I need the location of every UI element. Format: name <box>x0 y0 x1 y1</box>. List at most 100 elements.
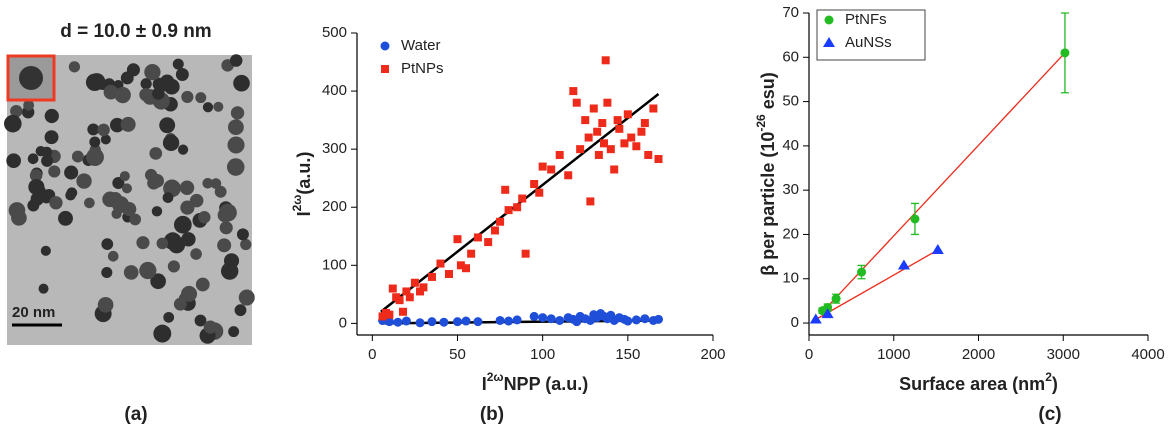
particle <box>126 63 140 77</box>
y-tick-label: 20 <box>782 225 799 242</box>
y-tick-label: 400 <box>322 82 347 99</box>
data-point <box>415 318 425 328</box>
particle <box>86 148 104 167</box>
x-tick-label: 200 <box>700 346 725 363</box>
particle <box>103 84 119 100</box>
particle <box>233 74 250 92</box>
particle <box>227 136 245 154</box>
data-point <box>584 133 593 142</box>
inset-particle <box>19 66 43 90</box>
fit-line <box>380 92 660 313</box>
particle <box>228 326 240 338</box>
legend-label: Water <box>401 37 440 54</box>
data-point <box>439 317 449 327</box>
particle <box>68 61 81 73</box>
particle <box>151 206 163 217</box>
axis-title: Surface area (nm2) <box>899 370 1058 394</box>
particle <box>198 211 211 224</box>
data-point <box>436 259 445 268</box>
particle <box>144 63 161 81</box>
data-point <box>606 145 615 154</box>
data-point <box>538 162 547 171</box>
particle <box>58 210 73 226</box>
particle <box>87 123 100 136</box>
data-point <box>461 316 471 326</box>
particle <box>152 87 165 100</box>
particle <box>64 165 79 180</box>
data-point <box>649 104 658 113</box>
particle <box>27 199 40 212</box>
y-tick-label: 0 <box>791 314 799 331</box>
image-panel: d = 10.0 ± 0.9 nm 20 nm (a) <box>4 21 255 425</box>
particle <box>140 78 152 90</box>
data-point <box>897 259 910 270</box>
data-point <box>395 296 404 305</box>
particle <box>41 146 53 158</box>
data-point <box>640 119 649 128</box>
panel-label: (c) <box>1038 404 1061 425</box>
y-tick-label: 40 <box>782 137 799 154</box>
data-point <box>593 127 602 136</box>
data-point <box>615 124 624 133</box>
x-tick-label: 0 <box>805 346 813 363</box>
particle <box>71 150 84 163</box>
data-point <box>857 267 867 277</box>
data-point <box>620 139 629 148</box>
y-tick-label: 60 <box>782 48 799 65</box>
particle <box>226 158 245 176</box>
data-point <box>821 308 834 319</box>
particle <box>234 304 247 317</box>
panel-label: (b) <box>480 404 504 425</box>
data-point <box>501 185 510 194</box>
particle <box>229 54 243 67</box>
fit-line <box>815 249 939 321</box>
particle <box>175 68 189 81</box>
data-point <box>385 310 394 319</box>
particle <box>162 134 180 152</box>
data-point <box>1060 48 1070 58</box>
particle <box>219 221 233 235</box>
image-title: d = 10.0 ± 0.9 nm <box>60 21 211 42</box>
data-point <box>547 165 556 174</box>
axis-title-part: -26 <box>754 114 768 132</box>
data-point <box>473 317 483 327</box>
axis-title-part: esu) <box>758 72 778 114</box>
data-point <box>538 313 548 323</box>
data-point <box>427 272 436 281</box>
data-point <box>632 142 641 151</box>
x-tick-label: 1000 <box>877 346 910 363</box>
particle <box>101 266 113 279</box>
axis-title-part: 2 <box>1045 370 1052 384</box>
axis-title-part: NPP (a.u.) <box>504 374 589 394</box>
particle <box>100 134 111 145</box>
data-point <box>518 194 527 203</box>
y-tick-label: 100 <box>322 256 347 273</box>
particle <box>240 238 252 251</box>
data-point <box>380 41 390 51</box>
data-point <box>504 316 514 326</box>
x-tick-label: 0 <box>368 346 376 363</box>
data-point <box>598 119 607 128</box>
y-tick-label: 500 <box>322 24 347 41</box>
y-tick-label: 50 <box>782 93 799 110</box>
x-tick-label: 100 <box>530 346 555 363</box>
data-point <box>581 116 590 125</box>
particle <box>159 117 176 134</box>
data-point <box>419 283 428 292</box>
particle <box>89 136 101 148</box>
particle <box>32 184 46 199</box>
axis-title: β per particle (10-26 esu) <box>754 72 778 275</box>
particle <box>217 208 232 223</box>
particle <box>48 165 61 178</box>
data-point <box>599 139 608 148</box>
particle <box>213 101 224 112</box>
axis-title: I2ω(a.u.) <box>290 152 314 217</box>
x-tick-label: 150 <box>615 346 640 363</box>
data-point <box>513 203 522 212</box>
data-point <box>623 110 632 119</box>
particle <box>44 130 59 145</box>
particle <box>238 289 255 306</box>
data-point <box>504 206 513 215</box>
legend-label: AuNSs <box>845 34 892 51</box>
particle <box>156 237 169 250</box>
